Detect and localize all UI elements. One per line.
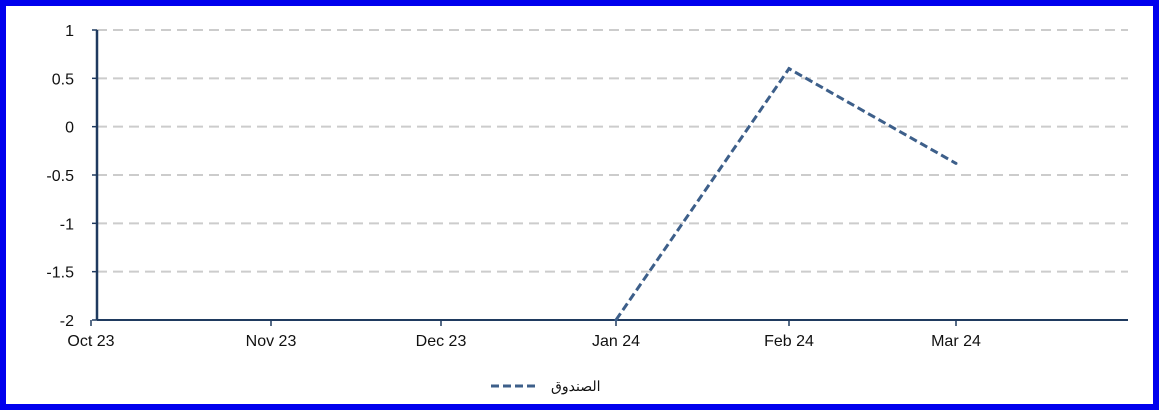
chart-frame: 1 0.5 0 -0.5 -1 -1.5 -2 Oct 23 Nov 23 Dec 23 Jan …	[6, 6, 1153, 404]
legend-label: الصندوق	[551, 378, 601, 395]
x-tick-label: Oct 23	[67, 333, 114, 350]
data-point	[787, 67, 791, 71]
y-tick-label: 0.5	[52, 71, 74, 88]
data-point	[954, 161, 958, 165]
x-axis-ticks: Oct 23 Nov 23 Dec 23 Jan 24 Feb 24 Mar 24	[67, 320, 981, 350]
gridlines	[97, 29, 1128, 273]
y-tick-label: -1	[60, 216, 74, 233]
y-axis-ticks: 1 0.5 0 -0.5 -1 -1.5 -2	[46, 23, 97, 330]
series-group	[614, 66, 958, 322]
y-tick-label: -2	[60, 313, 74, 330]
y-tick-label: -1.5	[46, 265, 74, 282]
legend: الصندوق	[491, 378, 601, 395]
x-tick-label: Nov 23	[246, 333, 297, 350]
x-tick-label: Dec 23	[416, 333, 467, 350]
x-tick-label: Mar 24	[931, 333, 981, 350]
data-point	[614, 318, 618, 322]
series-line	[614, 66, 957, 321]
x-tick-label: Jan 24	[592, 333, 640, 350]
y-tick-label: 1	[65, 23, 74, 40]
y-tick-label: -0.5	[46, 168, 74, 185]
line-chart: 1 0.5 0 -0.5 -1 -1.5 -2 Oct 23 Nov 23 Dec 23 Jan …	[46, 23, 1128, 395]
x-tick-label: Feb 24	[764, 333, 814, 350]
y-tick-label: 0	[65, 120, 74, 137]
